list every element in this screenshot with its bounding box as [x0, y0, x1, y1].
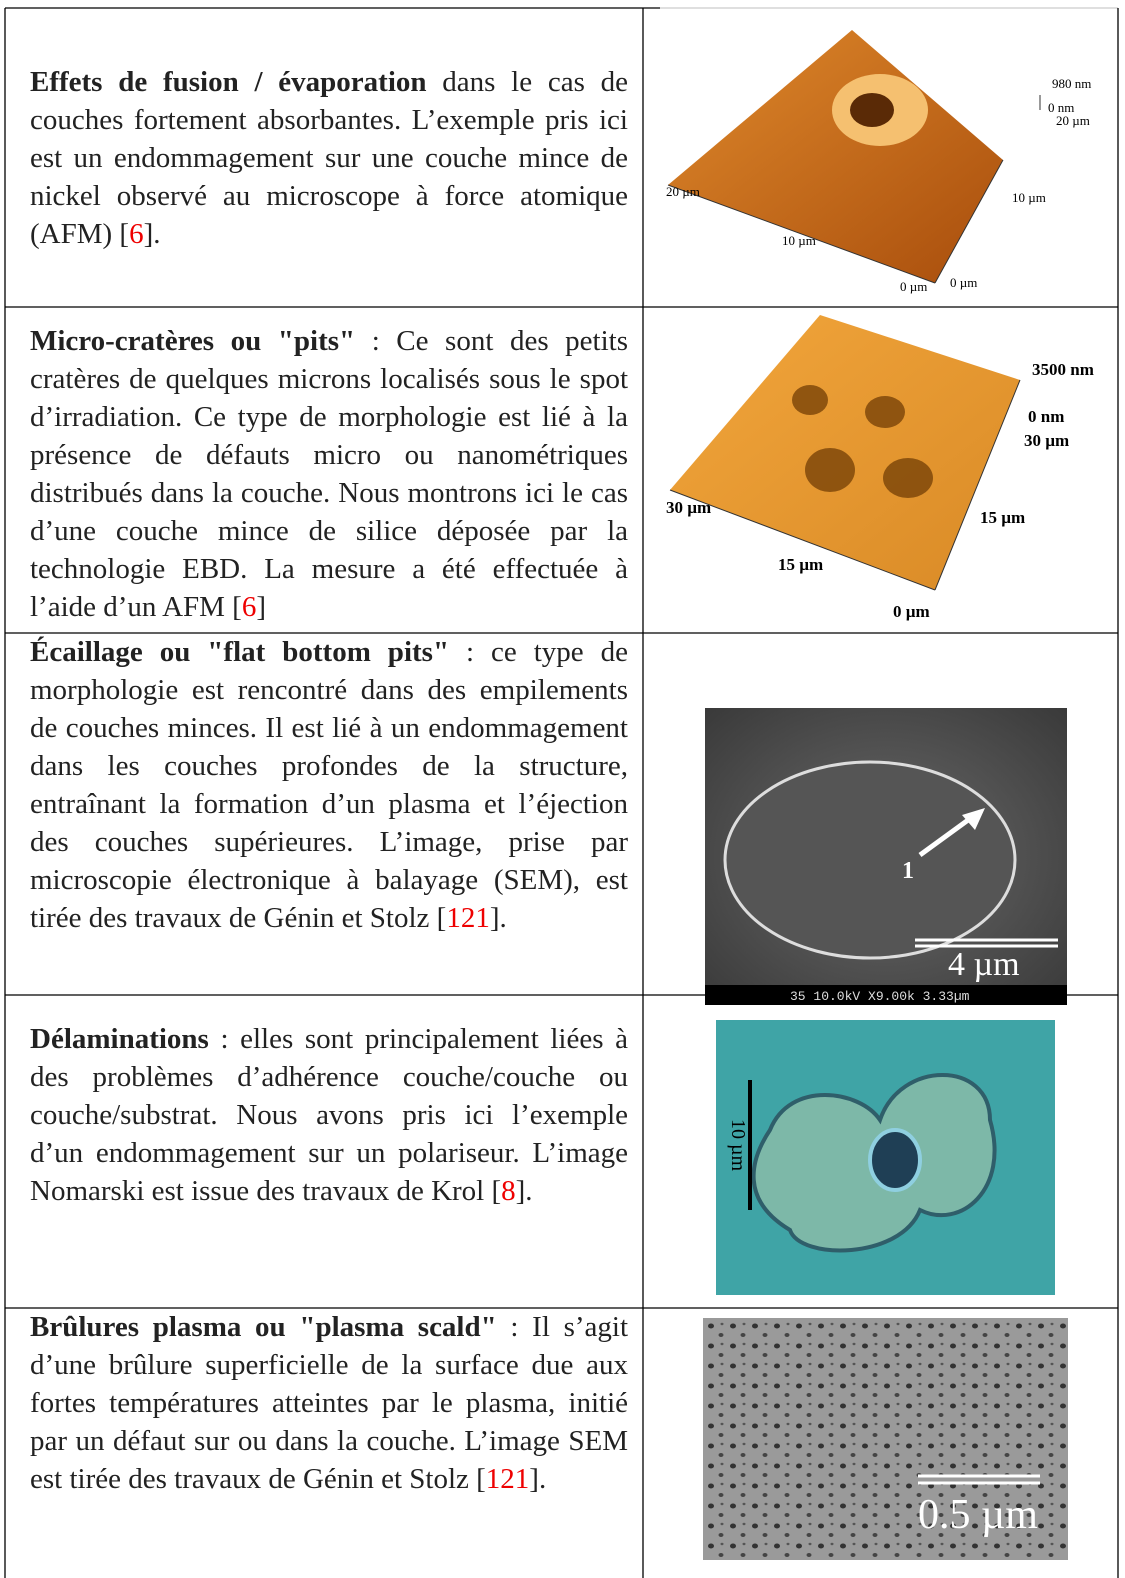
sem-image-2: 0.5 µm [703, 1318, 1068, 1560]
axis-label: 15 µm [778, 555, 823, 574]
image-label: 1 [902, 858, 914, 884]
axis-label: 20 µm [666, 184, 700, 199]
afm-image-2: 3500 nm 0 nm 30 µm 30 µm 15 µm 15 µm 0 µ… [666, 315, 1094, 621]
lead: Brûlures plasma ou "plasma scald" [30, 1311, 497, 1343]
body: : Il s’agit d’une brûlure superficielle … [30, 1311, 629, 1495]
sem-image-1: 1 4 µm 35 10.0kV X9.00k 3.33µm [705, 708, 1067, 1005]
scale-label: 10 µm [727, 1119, 749, 1172]
lead: Délaminations [30, 1023, 209, 1055]
axis-label: 0 µm [900, 279, 927, 294]
row-text: Délaminations : elles sont principalemen… [30, 1020, 628, 1210]
row-text: Brûlures plasma ou "plasma scald" : Il s… [30, 1308, 628, 1568]
axis-label: 30 µm [666, 498, 711, 517]
lead: Effets de fusion / évaporation [30, 65, 427, 98]
axis-label: 15 µm [980, 508, 1025, 527]
axis-label: 10 µm [782, 233, 816, 248]
row-text: Effets de fusion / évaporation dans le c… [30, 8, 628, 307]
tail: ]. [489, 902, 507, 934]
nomarski-image: 10 µm [716, 1020, 1055, 1295]
axis-label: 0 nm [1028, 407, 1064, 426]
tail: ] [256, 591, 267, 623]
tail: ]. [143, 217, 161, 250]
body: dans le cas de couches fortement absorba… [30, 65, 628, 250]
row-text: Micro-cratères ou "pits" : Ce sont des p… [30, 315, 628, 633]
axis-label: 0 nm [1048, 100, 1074, 115]
reference: 8 [501, 1175, 516, 1207]
sem-info: 35 10.0kV X9.00k 3.33µm [790, 989, 970, 1004]
reference: 6 [241, 591, 257, 623]
lead: Écaillage ou "flat bottom pits" [30, 636, 450, 668]
axis-label: 3500 nm [1032, 360, 1094, 379]
tail: ]. [529, 1463, 547, 1495]
axis-label: 0 µm [950, 275, 977, 290]
body: : Ce sont des petits cratères de quelque… [30, 325, 628, 623]
afm-image-1: 980 nm 0 nm 20 µm 20 µm 10 µm 10 µm 0 µm… [666, 30, 1091, 294]
reference: 121 [485, 1463, 530, 1495]
axis-label: 10 µm [1012, 190, 1046, 205]
scale-label: 0.5 µm [918, 1492, 1038, 1538]
tail: ]. [515, 1175, 533, 1207]
body: : elles sont principalement liées à des … [30, 1023, 628, 1207]
axis-label: 0 µm [893, 602, 930, 621]
reference: 121 [446, 902, 490, 934]
scale-label: 4 µm [948, 946, 1020, 983]
row-text: Écaillage ou "flat bottom pits" : ce typ… [30, 633, 628, 995]
axis-label: 30 µm [1024, 431, 1069, 450]
reference: 6 [129, 217, 144, 250]
axis-label: 20 µm [1056, 113, 1090, 128]
grid-lines [4, 7, 1119, 1578]
axis-label: 980 nm [1052, 76, 1091, 91]
body: : ce type de morphologie est rencontré d… [30, 636, 628, 934]
lead: Micro-cratères ou "pits" [30, 325, 356, 357]
